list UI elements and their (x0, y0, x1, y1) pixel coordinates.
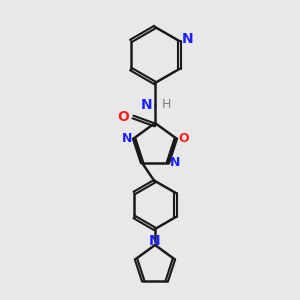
Text: H: H (162, 98, 171, 112)
Text: O: O (117, 110, 129, 124)
Text: N: N (149, 234, 161, 248)
Text: N: N (122, 132, 132, 145)
Text: O: O (178, 132, 188, 145)
Text: N: N (170, 156, 180, 169)
Text: N: N (140, 98, 152, 112)
Text: N: N (182, 32, 194, 46)
